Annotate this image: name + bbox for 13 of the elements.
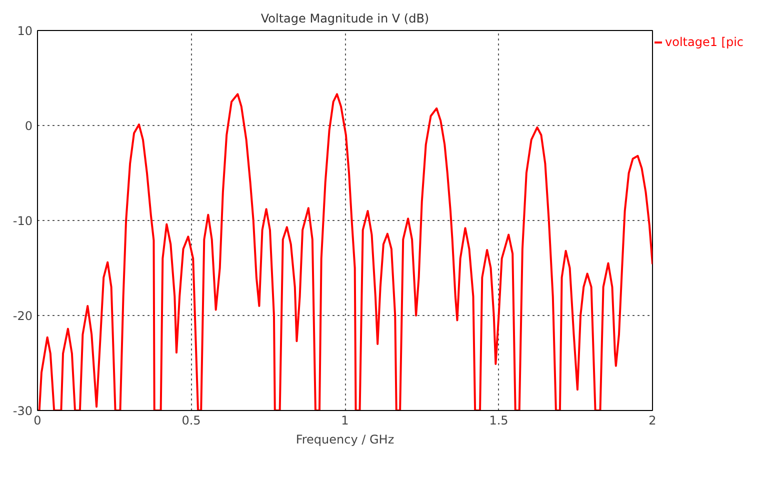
chart-title: Voltage Magnitude in V (dB) xyxy=(260,12,430,26)
x-axis-title: Frequency / GHz xyxy=(296,432,394,446)
x-tick-label: 0 xyxy=(34,414,42,428)
x-tick-label: 0.5 xyxy=(182,414,201,428)
y-tick-label: 0 xyxy=(24,119,33,133)
x-tick-label: 2 xyxy=(648,414,656,428)
legend-label: voltage1 [pic xyxy=(665,35,744,49)
y-tick-label: -20 xyxy=(12,309,33,323)
y-tick-label: -30 xyxy=(12,404,33,418)
y-tick-label: -10 xyxy=(12,214,33,228)
x-tick-label: 1.5 xyxy=(489,414,508,428)
x-tick-label: 1 xyxy=(341,414,349,428)
y-tick-label: 10 xyxy=(17,24,33,38)
